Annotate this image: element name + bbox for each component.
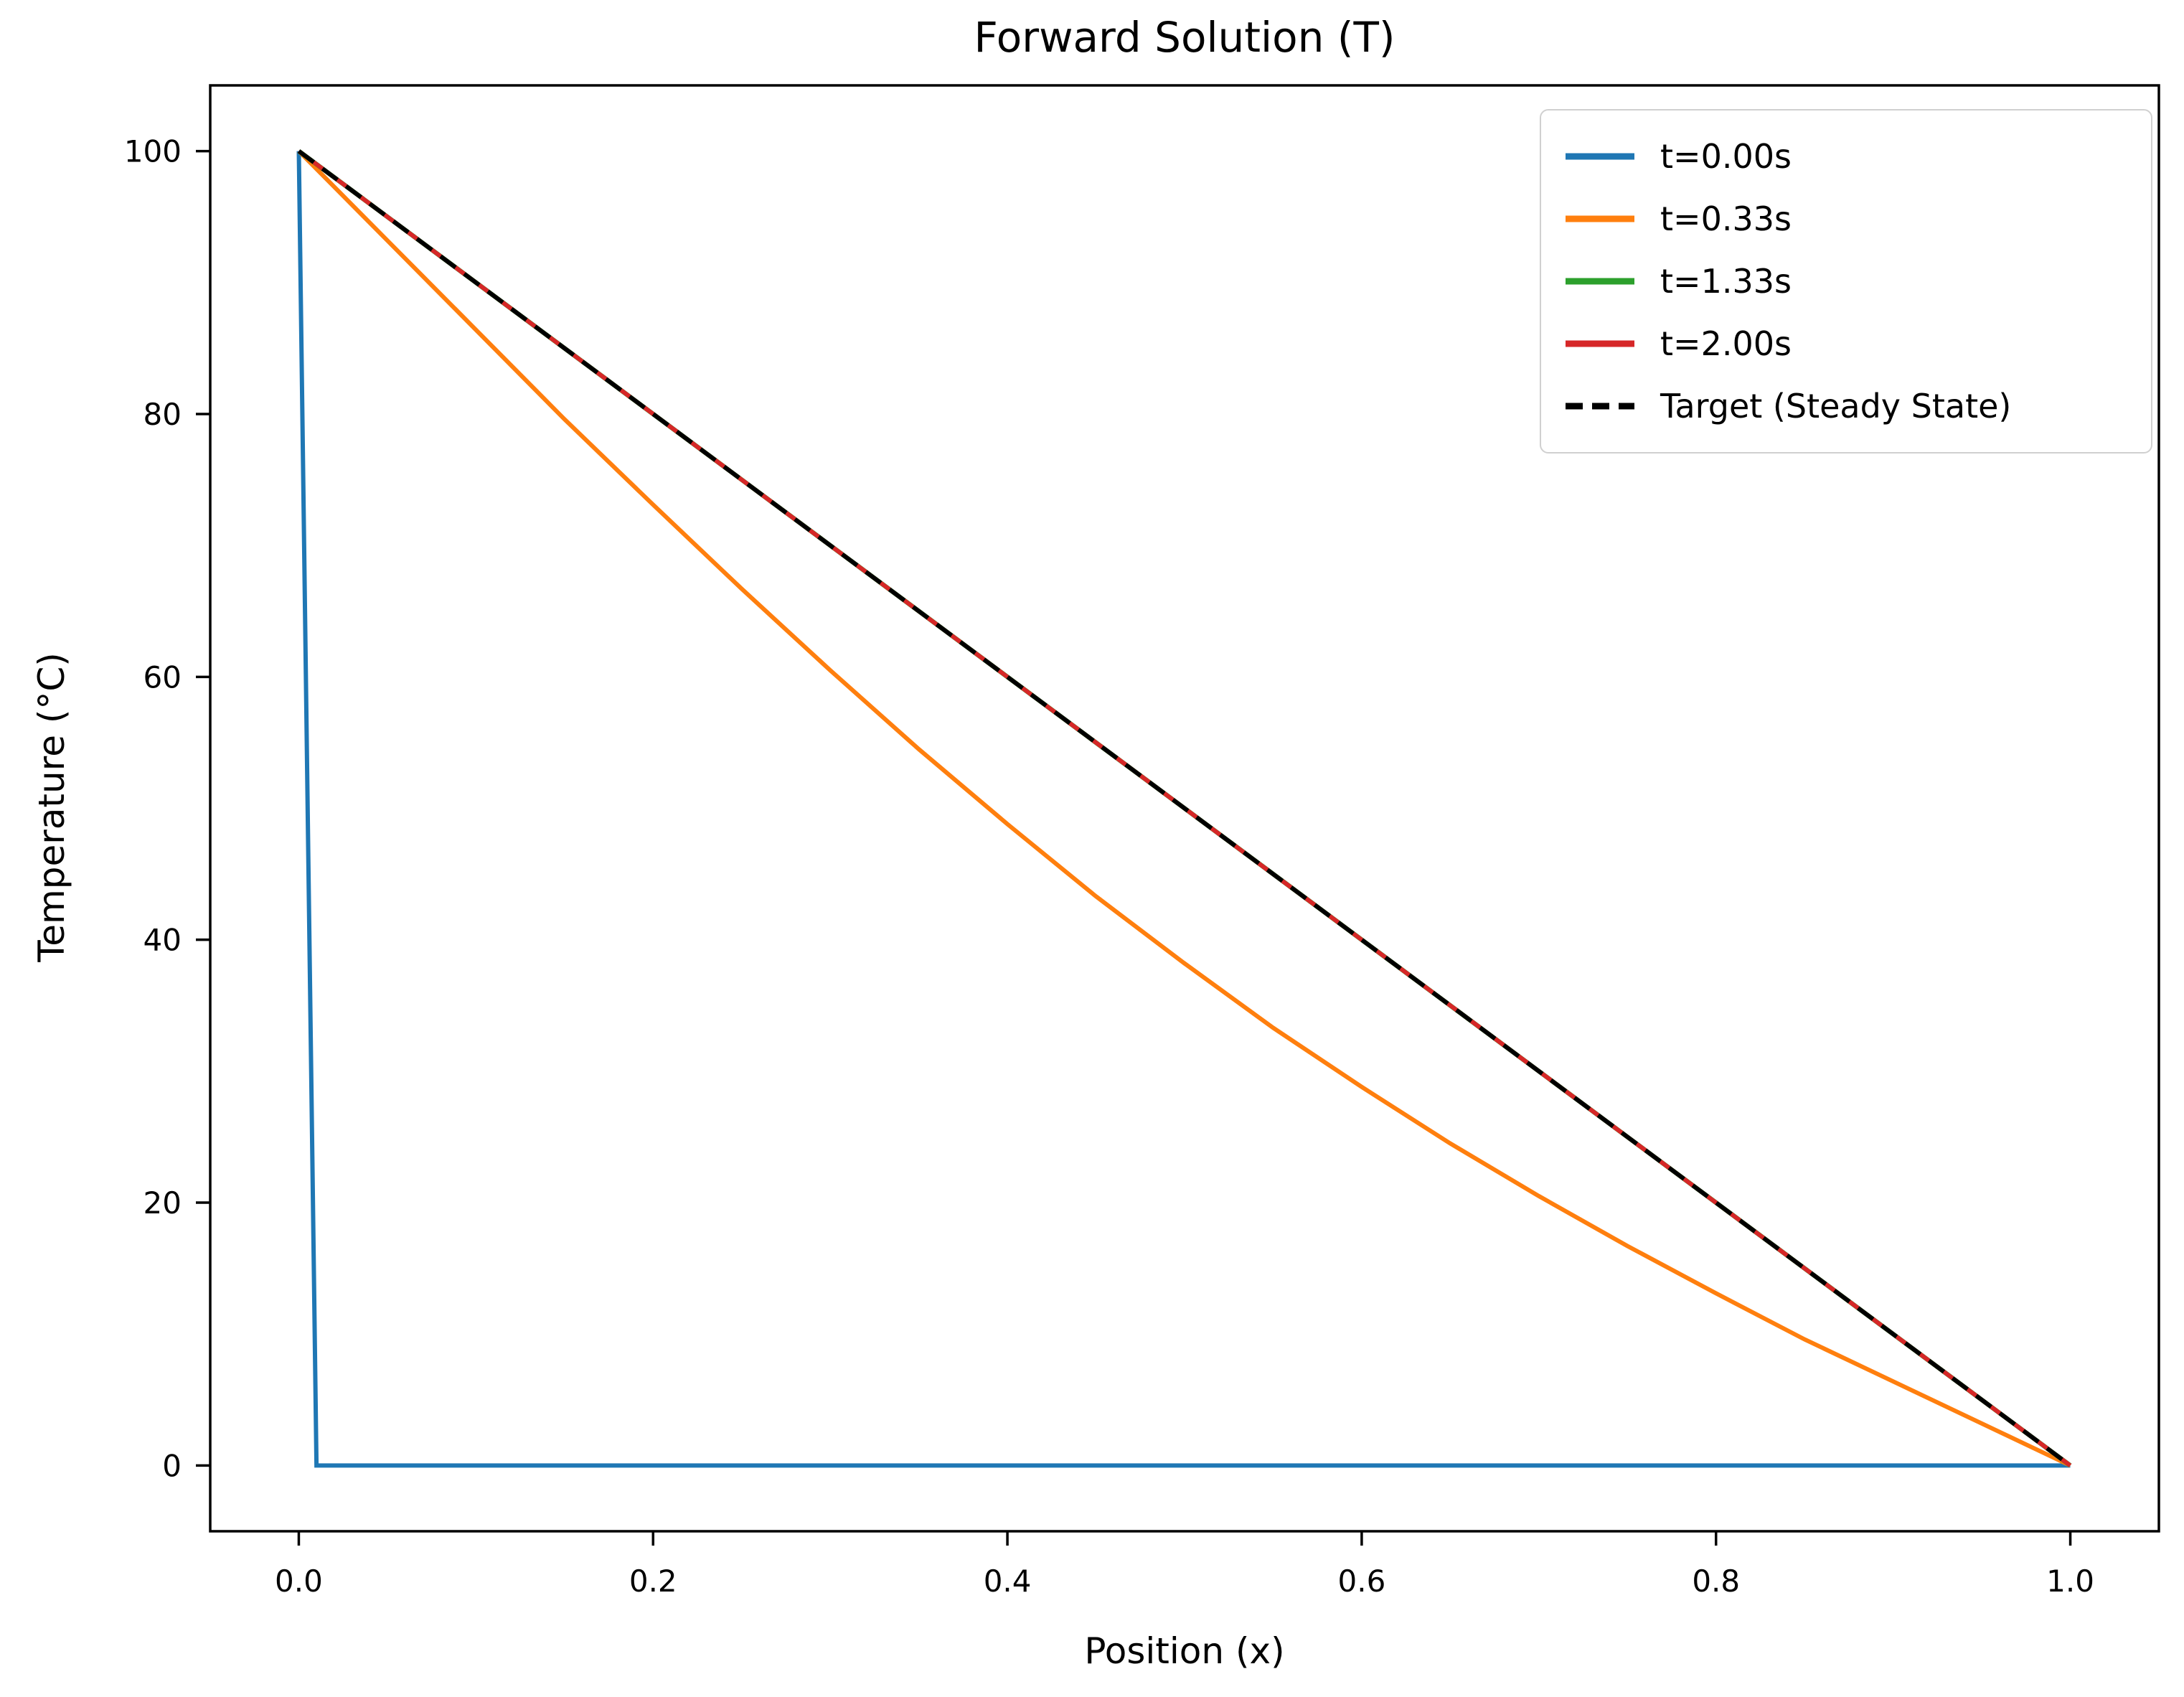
y-tick-label: 60 bbox=[143, 659, 182, 695]
series-line-t-0.33s bbox=[297, 149, 2071, 1468]
legend-label: t=0.00s bbox=[1660, 137, 1792, 176]
legend-line-sample-t-0.00s bbox=[1566, 153, 1634, 160]
y-axis-label: Temperature (°C) bbox=[31, 652, 72, 962]
legend-item-t-2.00s: t=2.00s bbox=[1566, 314, 2127, 374]
legend-line-sample-t-0.33s bbox=[1566, 215, 1634, 222]
legend-item-target-steady-state: Target (Steady State) bbox=[1566, 376, 2127, 436]
y-tick-label: 40 bbox=[143, 923, 182, 958]
x-tick-label: 1.0 bbox=[2046, 1564, 2094, 1599]
y-tick-label: 100 bbox=[124, 134, 182, 169]
legend-item-t-1.33s: t=1.33s bbox=[1566, 251, 2127, 311]
x-tick-label: 0.4 bbox=[984, 1564, 1032, 1599]
y-tick-label: 0 bbox=[162, 1448, 182, 1483]
y-tick-label: 20 bbox=[143, 1185, 182, 1221]
axes-frame bbox=[209, 84, 2160, 1533]
legend-item-t-0.00s: t=0.00s bbox=[1566, 126, 2127, 187]
chart-title: Forward Solution (T) bbox=[974, 13, 1395, 62]
legend-line-sample-t-1.33s bbox=[1566, 278, 1634, 285]
x-tick-label: 0.2 bbox=[629, 1564, 677, 1599]
legend-label: Target (Steady State) bbox=[1660, 387, 2012, 426]
legend-label: t=1.33s bbox=[1660, 262, 1792, 301]
legend-label: t=2.00s bbox=[1660, 324, 1792, 363]
x-axis-label: Position (x) bbox=[1084, 1630, 1285, 1672]
x-tick-label: 0.8 bbox=[1692, 1564, 1740, 1599]
series-line-t-0.00s bbox=[296, 151, 2071, 1468]
legend-line-sample-t-2.00s bbox=[1566, 340, 1634, 347]
series-line-target-steady-state bbox=[297, 149, 2072, 1467]
legend-line-sample-target-steady-state bbox=[1566, 403, 1634, 410]
y-tick-label: 80 bbox=[143, 397, 182, 432]
legend: t=0.00s t=0.33s t=1.33s t=2.00s Target (Stea… bbox=[1540, 109, 2152, 453]
x-tick-label: 0.6 bbox=[1338, 1564, 1386, 1599]
legend-item-t-0.33s: t=0.33s bbox=[1566, 189, 2127, 249]
legend-label: t=0.33s bbox=[1660, 199, 1792, 238]
x-tick-label: 0.0 bbox=[275, 1564, 323, 1599]
